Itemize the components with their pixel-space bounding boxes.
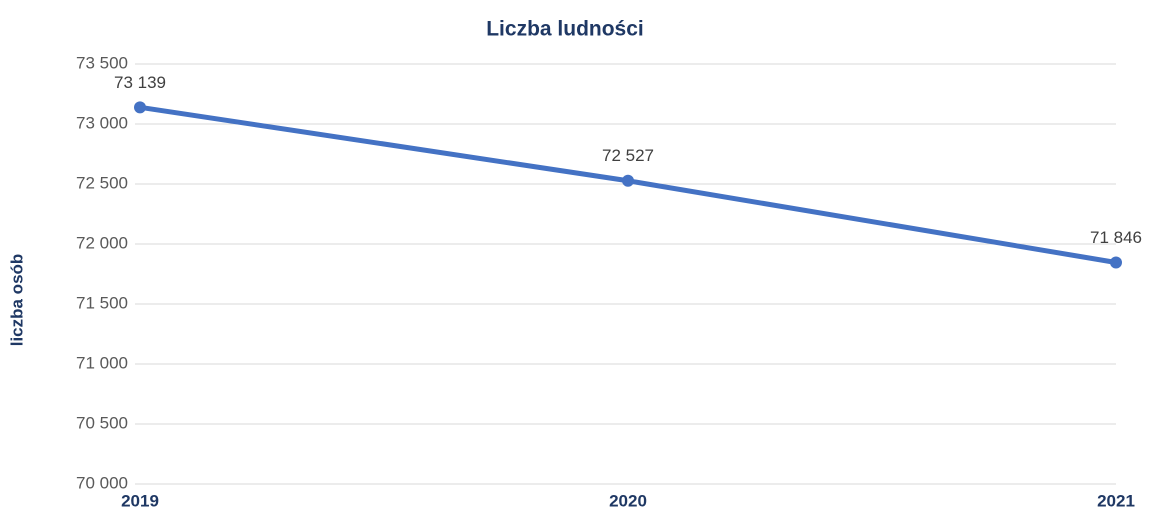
data-label: 71 846 [1090,228,1142,247]
data-label: 72 527 [602,146,654,165]
marker [622,174,634,187]
chart-title: Liczba ludności [486,18,644,41]
y-tick-label: 73 000 [76,113,128,132]
y-tick-label: 70 000 [76,473,128,492]
y-tick-label: 71 500 [76,293,128,312]
y-tick-label: 72 000 [76,233,128,252]
x-tick-label: 2020 [609,491,647,510]
y-tick-label: 72 500 [76,173,128,192]
y-tick-label: 71 000 [76,353,128,372]
y-tick-label: 70 500 [76,413,128,432]
data-label: 73 139 [114,73,166,92]
x-tick-label: 2019 [121,491,159,510]
y-axis-label: liczba osób [7,254,26,347]
x-tick-label: 2021 [1097,491,1135,510]
y-tick-label: 73 500 [76,53,128,72]
marker [1110,256,1122,269]
marker [134,101,146,114]
